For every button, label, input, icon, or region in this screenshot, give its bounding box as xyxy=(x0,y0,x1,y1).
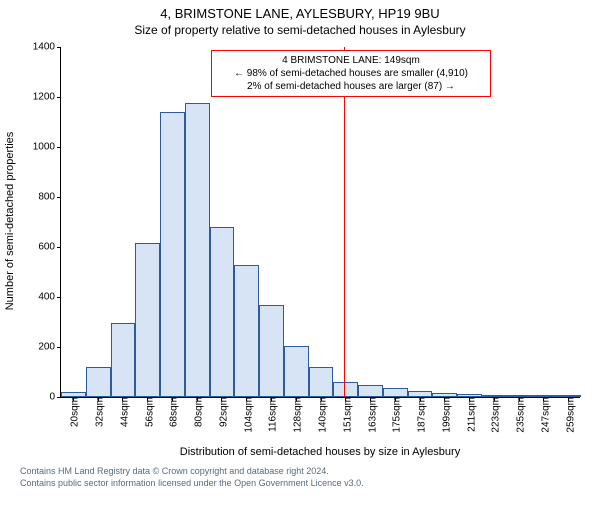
marker-line xyxy=(344,47,345,397)
footer-line-1: Contains HM Land Registry data © Crown c… xyxy=(20,466,364,478)
histogram-bar xyxy=(358,385,383,398)
footer-line-2: Contains public sector information licen… xyxy=(20,478,364,490)
histogram-bar xyxy=(210,227,235,397)
x-tick-label: 104sqm xyxy=(239,397,254,433)
marker-info-box: 4 BRIMSTONE LANE: 149sqm← 98% of semi-de… xyxy=(211,50,491,97)
x-tick-label: 140sqm xyxy=(314,397,329,433)
histogram-bar xyxy=(135,243,160,397)
y-tick-label: 1400 xyxy=(33,42,61,53)
x-tick-label: 199sqm xyxy=(437,397,452,433)
x-tick-label: 235sqm xyxy=(512,397,527,433)
footer-attribution: Contains HM Land Registry data © Crown c… xyxy=(20,466,364,489)
x-tick-label: 92sqm xyxy=(214,397,229,427)
histogram-bar xyxy=(333,382,358,397)
x-tick-label: 187sqm xyxy=(413,397,428,433)
y-tick-label: 1200 xyxy=(33,92,61,103)
x-tick-label: 151sqm xyxy=(338,397,353,433)
chart-title-main: 4, BRIMSTONE LANE, AYLESBURY, HP19 9BU xyxy=(0,6,600,21)
y-tick-label: 400 xyxy=(38,292,61,303)
x-tick-label: 68sqm xyxy=(165,397,180,427)
x-tick-label: 211sqm xyxy=(462,397,477,432)
x-tick-label: 223sqm xyxy=(487,397,502,433)
x-tick-label: 56sqm xyxy=(140,397,155,427)
histogram-bar xyxy=(111,323,136,398)
histogram-bar xyxy=(309,367,334,397)
histogram-bar xyxy=(234,265,259,398)
marker-info-line: ← 98% of semi-detached houses are smalle… xyxy=(218,67,484,80)
x-tick-label: 32sqm xyxy=(91,397,106,427)
x-tick-label: 20sqm xyxy=(66,397,81,427)
x-tick-label: 175sqm xyxy=(388,397,403,433)
x-tick-label: 128sqm xyxy=(289,397,304,433)
y-tick-label: 1000 xyxy=(33,142,61,153)
y-tick-label: 200 xyxy=(38,342,61,353)
x-axis-label: Distribution of semi-detached houses by … xyxy=(60,446,580,458)
x-tick-label: 116sqm xyxy=(264,397,279,432)
y-tick-label: 800 xyxy=(38,192,61,203)
histogram-bar xyxy=(284,346,309,397)
x-tick-label: 80sqm xyxy=(190,397,205,427)
x-tick-label: 247sqm xyxy=(536,397,551,433)
plot-area: 020040060080010001200140020sqm32sqm44sqm… xyxy=(60,48,580,398)
marker-info-line: 2% of semi-detached houses are larger (8… xyxy=(218,80,484,93)
histogram-bar xyxy=(86,367,111,397)
chart-title-sub: Size of property relative to semi-detach… xyxy=(0,23,600,37)
histogram-bar xyxy=(259,305,284,398)
marker-info-line: 4 BRIMSTONE LANE: 149sqm xyxy=(218,54,484,67)
x-tick-label: 259sqm xyxy=(561,397,576,433)
y-axis-label: Number of semi-detached properties xyxy=(4,121,16,321)
y-tick-label: 0 xyxy=(49,392,61,403)
x-tick-label: 163sqm xyxy=(363,397,378,433)
y-tick-label: 600 xyxy=(38,242,61,253)
histogram-bar xyxy=(185,103,210,397)
histogram-bar xyxy=(160,112,185,397)
x-tick-label: 44sqm xyxy=(115,397,130,427)
histogram-bar xyxy=(383,388,408,397)
